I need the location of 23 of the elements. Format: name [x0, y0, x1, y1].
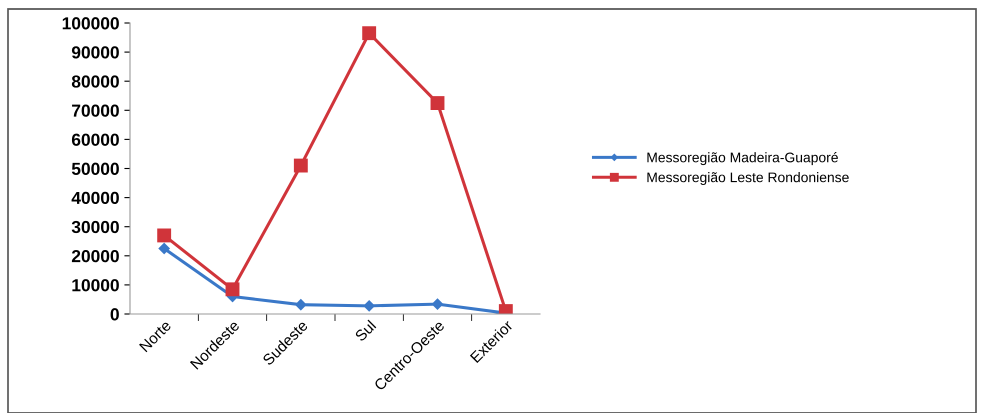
y-tick-label: 10000 [72, 279, 119, 292]
y-tick-label: 0 [110, 308, 119, 320]
y-tick-label: 90000 [72, 46, 119, 59]
x-tick-label: Sul [354, 320, 376, 342]
point [362, 26, 376, 40]
point [158, 242, 170, 254]
legend-label: Messoregião Leste Rondoniense [647, 172, 849, 185]
point [294, 158, 308, 173]
y-tick-label: 100000 [62, 17, 119, 30]
y-tick-label: 80000 [72, 75, 119, 88]
point [432, 298, 444, 310]
y-tick-label: 20000 [72, 250, 119, 262]
point [157, 228, 172, 242]
point [364, 300, 375, 312]
y-tick-label: 30000 [72, 220, 119, 234]
point [226, 282, 240, 296]
point [295, 299, 306, 310]
legend-label: Messoregião Madeira-Guaporé [647, 152, 838, 166]
point [430, 96, 444, 110]
y-tick-label: 40000 [72, 192, 119, 204]
y-tick-label: 70000 [72, 104, 119, 117]
y-tick-label: 50000 [72, 162, 119, 175]
y-tick-label: 60000 [72, 134, 119, 146]
